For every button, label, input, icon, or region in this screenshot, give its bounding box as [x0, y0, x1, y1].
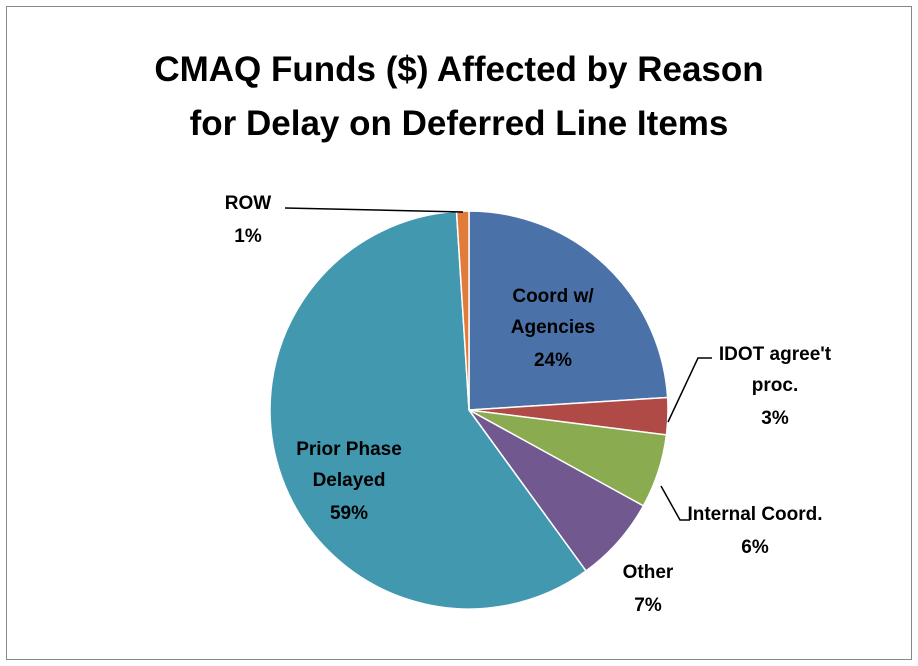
slice-label: Coord w/Agencies [511, 286, 595, 338]
pie-slice [468, 210, 669, 411]
pie-slice [269, 210, 588, 610]
labels: Coord w/Agencies 24% IDOT agree't proc. 3% In… [225, 193, 832, 616]
leader-line [660, 485, 690, 521]
pie [269, 210, 669, 610]
slice-label: Internal Coord. [687, 504, 822, 525]
slice-label: ROW [225, 193, 272, 214]
leader-line [284, 207, 464, 213]
slice-label: IDOT agree't proc. [719, 344, 832, 396]
leader-line [667, 357, 712, 423]
chart-title: CMAQ Funds ($) Affected by Reason for Del… [154, 50, 763, 143]
value-label: 6% [741, 537, 769, 558]
value-label: 1% [234, 226, 262, 247]
slice-label: Other [623, 562, 674, 583]
slice-label: Prior Phase Delayed [296, 439, 402, 491]
value-label: 59% [330, 503, 368, 524]
value-label: 3% [761, 408, 789, 429]
value-label: 7% [634, 595, 662, 616]
value-label: 24% [534, 350, 572, 371]
